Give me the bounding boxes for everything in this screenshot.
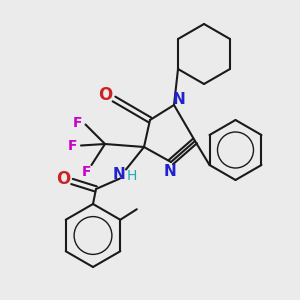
Text: H: H: [127, 169, 137, 182]
Text: O: O: [56, 169, 71, 188]
Text: F: F: [81, 165, 91, 178]
Text: N: N: [173, 92, 186, 107]
Text: N: N: [112, 167, 125, 182]
Text: F: F: [68, 139, 77, 152]
Text: N: N: [164, 164, 177, 178]
Text: O: O: [98, 86, 113, 104]
Text: F: F: [72, 116, 82, 130]
